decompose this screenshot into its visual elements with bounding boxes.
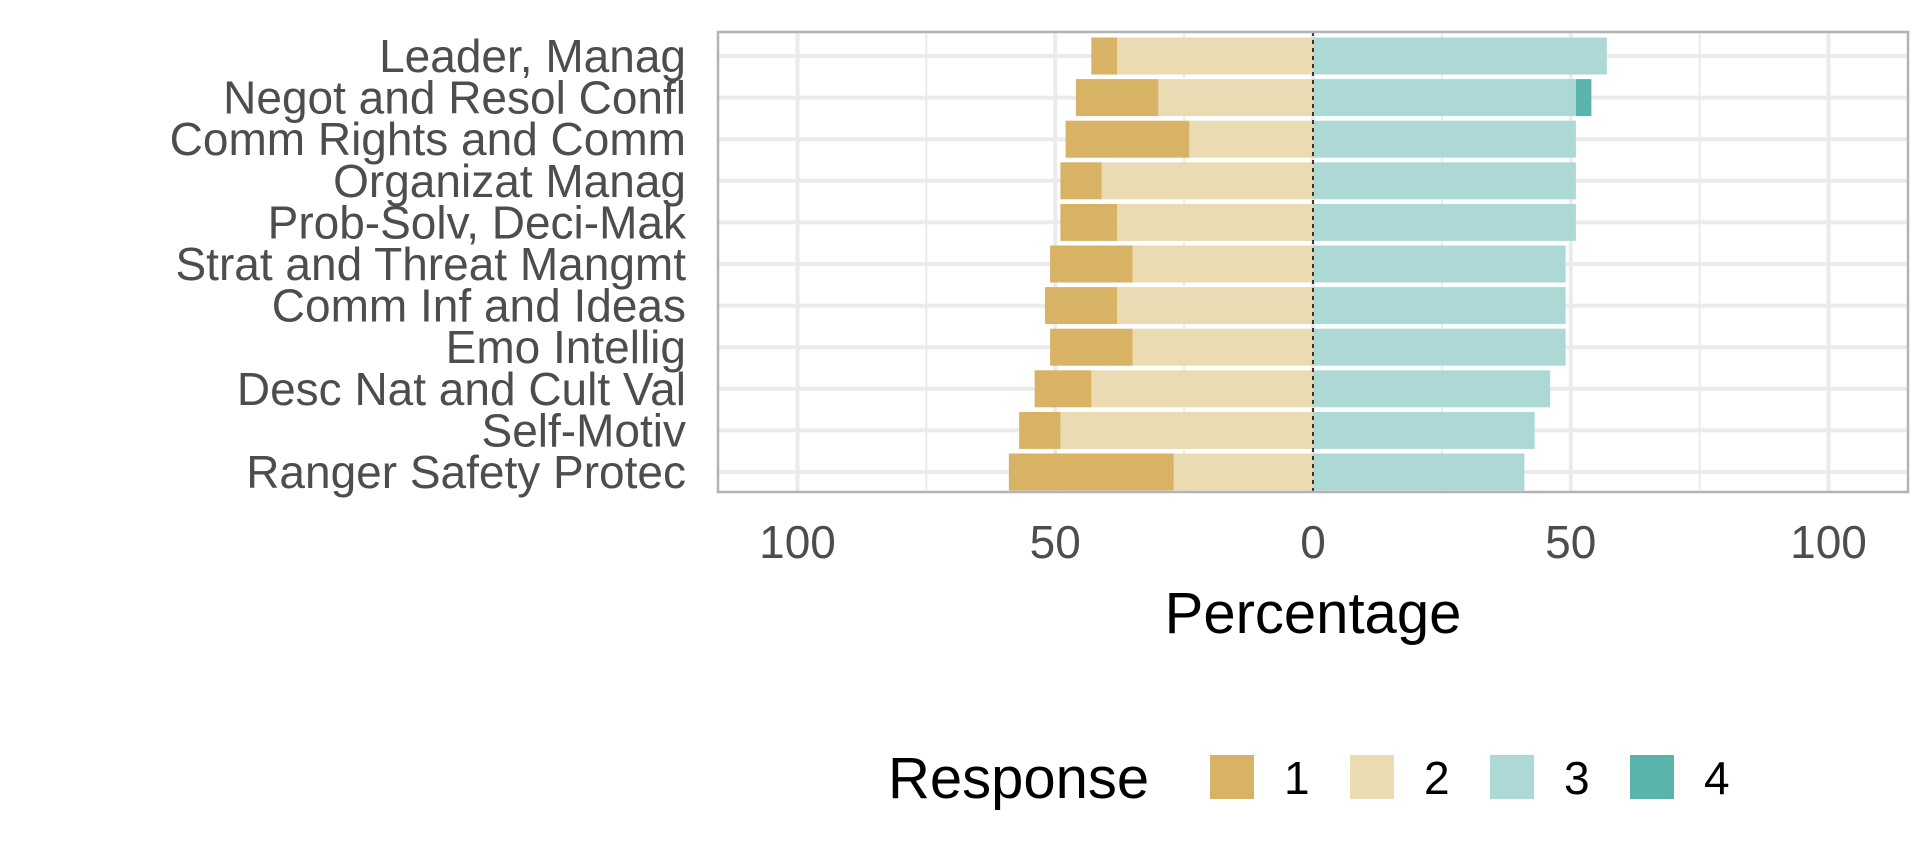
bar-segment-response-1 [1050,245,1133,283]
bar-segment-response-3 [1313,453,1525,491]
x-tick-label: 50 [1545,516,1596,568]
category-label: Organizat Manag [333,155,686,207]
bar-segment-response-3 [1313,162,1576,200]
category-label: Strat and Threat Mangmt [175,238,686,290]
bar-segment-response-1 [1019,411,1061,449]
bar-segment-response-1 [1091,37,1118,75]
bar-segment-response-2 [1117,203,1313,241]
category-label: Prob-Solv, Deci-Mak [268,196,687,248]
legend-key-1 [1210,755,1254,799]
x-tick-label: 100 [759,516,836,568]
legend-title: Response [888,746,1149,811]
bar-segment-response-3 [1313,287,1566,325]
bar-segment-response-2 [1117,287,1313,325]
bar-segment-response-3 [1313,328,1566,366]
x-axis-title: Percentage [1165,581,1462,646]
legend: Response 1 2 3 4 [888,746,1730,811]
category-label: Ranger Safety Protec [246,446,686,498]
x-tick-label: 100 [1790,516,1867,568]
bar-segment-response-3 [1313,120,1576,158]
bar-segment-response-1 [1034,370,1092,408]
bar-segment-response-2 [1158,79,1313,117]
category-label: Emo Intellig [446,321,686,373]
bar-segment-response-2 [1101,162,1313,200]
bar-segment-response-2 [1173,453,1313,491]
category-label: Desc Nat and Cult Val [237,363,686,415]
bar-segment-response-2 [1117,37,1313,75]
category-label: Comm Rights and Comm [170,113,686,165]
bar-segment-response-3 [1313,79,1576,117]
bar-segment-response-2 [1132,328,1313,366]
legend-label-4: 4 [1704,752,1730,804]
bar-segment-response-2 [1060,411,1313,449]
x-tick-label: 0 [1300,516,1326,568]
bar-segment-response-3 [1313,203,1576,241]
category-label: Negot and Resol Confl [223,72,686,124]
category-label: Leader, Manag [379,30,686,82]
bar-segment-response-1 [1075,79,1159,117]
bar-segment-response-3 [1313,245,1566,283]
legend-label-1: 1 [1284,752,1310,804]
legend-label-3: 3 [1564,752,1590,804]
category-label: Self-Motiv [482,404,686,456]
legend-label-2: 2 [1424,752,1450,804]
bar-segment-response-1 [1008,453,1174,491]
panel-border [716,30,1910,494]
bar-segment-response-1 [1050,328,1133,366]
bar-segment-response-4 [1575,79,1592,117]
x-tick-label: 50 [1030,516,1081,568]
legend-key-2 [1350,755,1394,799]
bar-segment-response-1 [1060,203,1118,241]
legend-key-3 [1490,755,1534,799]
legend-key-4 [1630,755,1674,799]
x-tick-labels: 100 50 0 50 100 [759,516,1867,568]
bar-segment-response-1 [1044,287,1118,325]
category-label: Comm Inf and Ideas [272,280,686,332]
bar-segment-response-2 [1189,120,1313,158]
bars [1008,37,1607,491]
bar-segment-response-1 [1065,120,1190,158]
bar-segment-response-2 [1132,245,1313,283]
bar-segment-response-3 [1313,411,1535,449]
bar-segment-response-3 [1313,37,1607,75]
bar-segment-response-3 [1313,370,1551,408]
bar-segment-response-2 [1091,370,1313,408]
bar-segment-response-1 [1060,162,1102,200]
